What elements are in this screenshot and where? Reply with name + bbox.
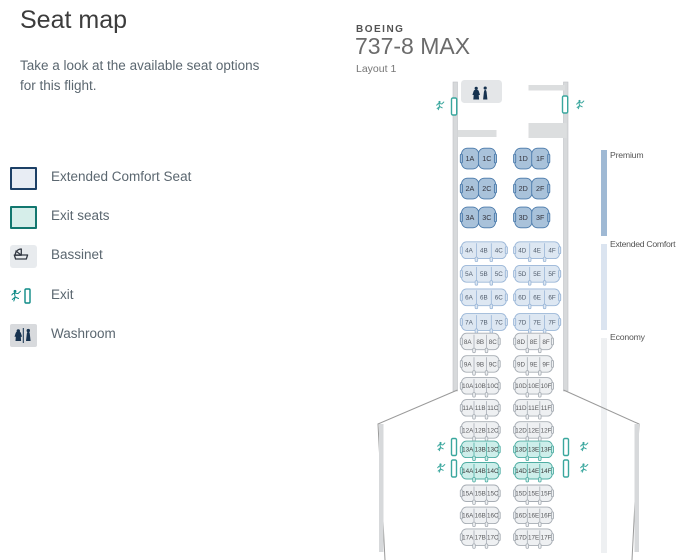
svg-text:12B: 12B	[475, 427, 486, 434]
svg-text:6A: 6A	[465, 295, 474, 302]
svg-text:12D: 12D	[515, 427, 527, 434]
svg-text:3D: 3D	[519, 213, 528, 222]
svg-text:17C: 17C	[487, 534, 499, 541]
svg-text:14D: 14D	[515, 468, 527, 475]
svg-text:16B: 16B	[475, 513, 486, 520]
svg-text:7A: 7A	[465, 319, 474, 326]
svg-text:13F: 13F	[541, 447, 552, 454]
svg-text:11C: 11C	[487, 405, 499, 412]
svg-text:6D: 6D	[518, 295, 527, 302]
svg-text:12E: 12E	[528, 427, 539, 434]
svg-text:5F: 5F	[548, 271, 556, 278]
svg-text:4C: 4C	[495, 248, 504, 255]
svg-text:10D: 10D	[515, 383, 527, 390]
svg-text:12C: 12C	[487, 427, 499, 434]
svg-text:8E: 8E	[530, 339, 538, 346]
svg-text:11A: 11A	[462, 405, 474, 412]
svg-text:3A: 3A	[466, 213, 475, 222]
svg-text:15A: 15A	[462, 491, 474, 498]
svg-text:4D: 4D	[518, 248, 527, 255]
svg-text:1F: 1F	[536, 154, 545, 163]
svg-text:10A: 10A	[462, 383, 474, 390]
svg-text:4E: 4E	[533, 248, 541, 255]
svg-text:13D: 13D	[515, 447, 527, 454]
svg-text:11F: 11F	[541, 405, 552, 412]
svg-text:7D: 7D	[518, 319, 527, 326]
svg-text:16C: 16C	[487, 513, 499, 520]
svg-text:8A: 8A	[464, 339, 473, 346]
svg-text:3C: 3C	[482, 213, 491, 222]
svg-text:10F: 10F	[541, 383, 552, 390]
svg-text:13A: 13A	[462, 447, 474, 454]
svg-text:17F: 17F	[541, 534, 552, 541]
svg-text:9B: 9B	[476, 361, 484, 368]
svg-text:7F: 7F	[548, 319, 556, 326]
svg-text:15F: 15F	[541, 491, 552, 498]
svg-text:17B: 17B	[475, 534, 486, 541]
svg-text:5B: 5B	[480, 271, 488, 278]
svg-text:14F: 14F	[541, 468, 552, 475]
svg-text:2C: 2C	[482, 184, 491, 193]
svg-text:12A: 12A	[462, 427, 474, 434]
svg-text:5C: 5C	[495, 271, 504, 278]
svg-text:10B: 10B	[475, 383, 486, 390]
svg-text:9D: 9D	[517, 361, 526, 368]
svg-text:16E: 16E	[528, 513, 539, 520]
svg-text:4A: 4A	[465, 248, 474, 255]
svg-text:13C: 13C	[487, 447, 499, 454]
svg-text:14B: 14B	[475, 468, 486, 475]
svg-text:14A: 14A	[462, 468, 474, 475]
svg-text:2A: 2A	[466, 184, 475, 193]
svg-text:13B: 13B	[475, 447, 486, 454]
svg-text:5A: 5A	[465, 271, 474, 278]
svg-text:17E: 17E	[528, 534, 539, 541]
svg-text:1A: 1A	[466, 154, 475, 163]
svg-text:8D: 8D	[517, 339, 526, 346]
svg-text:1D: 1D	[519, 154, 528, 163]
svg-text:5E: 5E	[533, 271, 541, 278]
svg-text:1C: 1C	[482, 154, 491, 163]
svg-text:6C: 6C	[495, 295, 504, 302]
svg-text:8F: 8F	[542, 339, 550, 346]
svg-text:6F: 6F	[548, 295, 556, 302]
svg-text:2D: 2D	[519, 184, 528, 193]
svg-text:13E: 13E	[528, 447, 539, 454]
svg-text:2F: 2F	[536, 184, 545, 193]
svg-text:9C: 9C	[489, 361, 498, 368]
svg-text:12F: 12F	[541, 427, 552, 434]
svg-text:15B: 15B	[475, 491, 486, 498]
svg-text:14E: 14E	[528, 468, 539, 475]
svg-text:11D: 11D	[516, 405, 528, 412]
svg-text:7B: 7B	[480, 319, 488, 326]
svg-text:6E: 6E	[533, 295, 541, 302]
svg-text:4F: 4F	[548, 248, 556, 255]
svg-text:15C: 15C	[487, 491, 499, 498]
svg-text:16F: 16F	[541, 513, 552, 520]
svg-text:9F: 9F	[542, 361, 550, 368]
svg-text:16D: 16D	[515, 513, 527, 520]
svg-text:3F: 3F	[536, 213, 545, 222]
svg-text:14C: 14C	[487, 468, 499, 475]
svg-text:9E: 9E	[530, 361, 538, 368]
svg-text:10E: 10E	[528, 383, 539, 390]
svg-text:15E: 15E	[528, 491, 539, 498]
svg-text:17A: 17A	[462, 534, 474, 541]
svg-text:5D: 5D	[518, 271, 527, 278]
svg-text:11E: 11E	[528, 405, 539, 412]
svg-text:7C: 7C	[495, 319, 504, 326]
svg-text:17D: 17D	[515, 534, 527, 541]
svg-text:6B: 6B	[480, 295, 488, 302]
svg-text:10C: 10C	[487, 383, 499, 390]
svg-text:7E: 7E	[533, 319, 541, 326]
svg-text:8C: 8C	[489, 339, 498, 346]
svg-text:15D: 15D	[515, 491, 527, 498]
svg-text:11B: 11B	[475, 405, 486, 412]
svg-text:16A: 16A	[462, 513, 474, 520]
svg-text:4B: 4B	[480, 248, 488, 255]
svg-text:9A: 9A	[464, 361, 473, 368]
svg-text:8B: 8B	[476, 339, 484, 346]
